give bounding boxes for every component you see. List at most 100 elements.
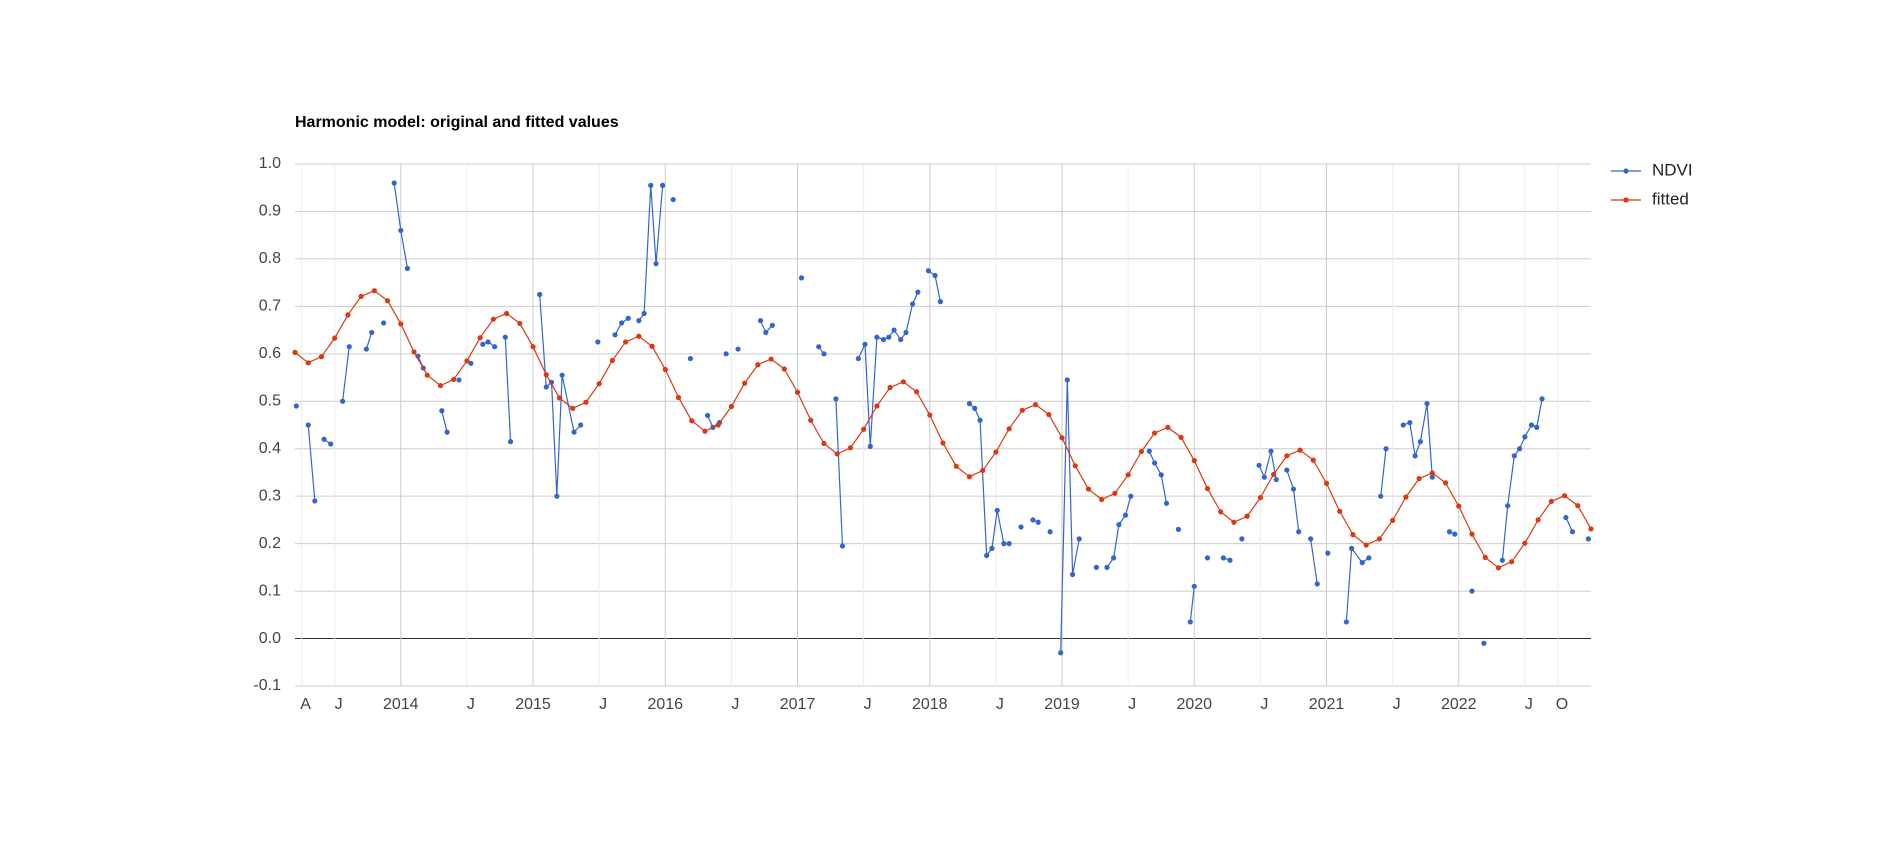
data-point (1561, 493, 1568, 499)
data-point (619, 320, 625, 326)
legend-label: fitted (1652, 189, 1689, 208)
x-tick-label: 2016 (647, 696, 683, 713)
data-point (1535, 517, 1541, 523)
data-point (1290, 486, 1297, 492)
data-point (670, 196, 676, 203)
data-point (480, 341, 486, 347)
data-point (909, 301, 916, 307)
x-tick-label: J (996, 696, 1004, 713)
data-point (340, 398, 346, 404)
data-point (556, 395, 563, 401)
data-point (1376, 536, 1383, 542)
data-point (1363, 542, 1369, 548)
data-point (966, 474, 973, 480)
data-point (332, 335, 338, 341)
data-point (715, 422, 721, 428)
data-point (1403, 494, 1409, 500)
x-tick-label: J (599, 696, 607, 713)
data-point (847, 445, 854, 451)
data-point (1452, 531, 1458, 537)
data-point (391, 180, 397, 186)
data-point (898, 336, 904, 343)
data-point (1006, 426, 1012, 432)
data-point (1412, 453, 1418, 459)
x-tick-label: J (467, 696, 475, 713)
y-tick-label: 0.9 (259, 203, 281, 220)
data-point (503, 310, 510, 317)
x-tick-label: 2014 (383, 696, 419, 713)
data-point (1099, 496, 1105, 503)
data-point (636, 333, 642, 339)
data-point (369, 329, 375, 336)
grid (295, 163, 1591, 687)
data-point (502, 334, 508, 340)
data-point (1511, 453, 1517, 459)
data-point (839, 543, 846, 549)
data-point (648, 182, 654, 188)
data-point (915, 289, 921, 295)
data-point (1191, 583, 1197, 589)
data-point (903, 329, 909, 336)
data-point (1528, 422, 1535, 428)
data-point (468, 360, 474, 366)
x-tick-label: J (1128, 696, 1136, 713)
data-point (381, 320, 387, 326)
data-point (660, 182, 666, 188)
data-point (798, 275, 805, 281)
data-point (1495, 565, 1502, 571)
legend-label: NDVI (1652, 160, 1693, 179)
data-point (1482, 554, 1488, 560)
data-point (1442, 480, 1449, 486)
data-point (1204, 485, 1211, 492)
series-line (294, 290, 1592, 569)
data-point (953, 463, 959, 469)
data-point (1165, 424, 1171, 430)
x-tick-label: 2015 (515, 696, 551, 713)
data-point (293, 403, 299, 409)
data-point (1058, 650, 1064, 656)
data-point (769, 322, 776, 328)
legend-swatch (1623, 168, 1629, 174)
data-point (757, 318, 764, 324)
y-tick-label: 0.0 (259, 630, 281, 647)
data-point (1122, 512, 1129, 518)
data-point (612, 332, 618, 338)
data-point (1575, 503, 1581, 509)
data-point (439, 408, 445, 414)
data-point (925, 268, 932, 274)
data-point (1030, 517, 1036, 523)
data-point (1178, 434, 1184, 440)
data-point (1085, 486, 1092, 492)
data-point (735, 346, 741, 352)
data-point (578, 422, 584, 428)
data-point (977, 417, 983, 423)
data-point (358, 293, 364, 299)
data-point (1231, 519, 1237, 525)
data-point (1018, 524, 1024, 530)
data-point (821, 440, 827, 447)
data-point (1349, 545, 1355, 551)
data-point (742, 380, 748, 386)
data-point (1175, 526, 1181, 533)
data-point (821, 351, 827, 357)
data-point (1429, 470, 1435, 476)
data-point (1378, 493, 1384, 499)
data-point (1548, 498, 1554, 505)
series-line (308, 183, 1588, 653)
data-point (1070, 571, 1076, 578)
data-point (1001, 541, 1007, 547)
data-point (1244, 513, 1250, 519)
data-point (993, 449, 999, 455)
x-tick-label: J (864, 696, 872, 713)
data-point (517, 320, 523, 327)
y-tick-label: 0.7 (259, 298, 281, 315)
data-point (1469, 531, 1475, 537)
data-point (1261, 474, 1267, 480)
x-tick-label: J (1260, 696, 1268, 713)
data-point (1308, 536, 1314, 542)
data-point (1268, 448, 1274, 454)
data-point (1366, 555, 1372, 561)
data-point (1337, 508, 1343, 514)
x-tick-label: J (1525, 696, 1533, 713)
data-point (554, 493, 560, 499)
